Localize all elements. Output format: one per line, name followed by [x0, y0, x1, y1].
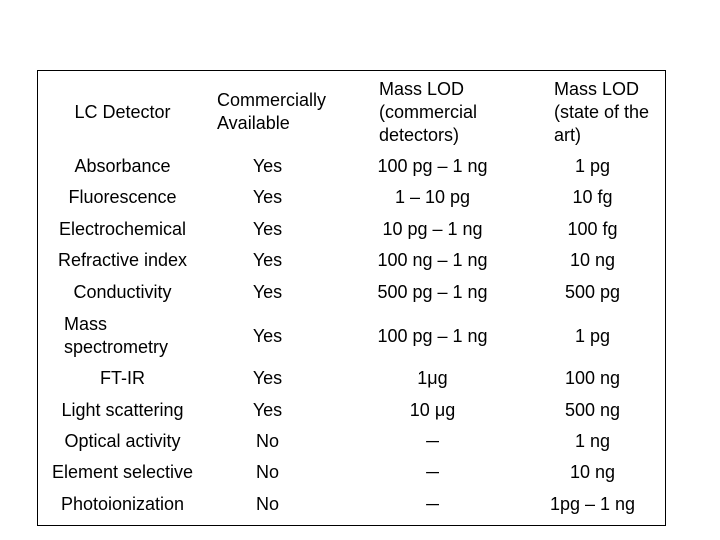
table-cell: Yes [252, 155, 283, 176]
table-cell: Yes [252, 399, 283, 420]
table-cell: Yes [252, 218, 283, 239]
row-label: Photoionization [60, 493, 185, 514]
row-label: Conductivity [73, 281, 172, 302]
table-cell: No [255, 493, 279, 514]
table-cell: 1μg [417, 367, 448, 388]
table-cell: 500 pg [564, 281, 621, 302]
table-cell: 1 ng [574, 430, 611, 451]
row-label: Fluorescence [68, 186, 177, 207]
table-cell: ─ [426, 493, 439, 514]
table-cell: 10 ng [569, 249, 616, 270]
column-header: Commercially Available [217, 90, 327, 133]
table-cell: No [255, 430, 279, 451]
row-label: Mass spectrometry [64, 314, 169, 357]
row-label: Optical activity [64, 430, 181, 451]
table-cell: 1 – 10 pg [394, 186, 471, 207]
table-cell: 100 ng – 1 ng [377, 249, 488, 270]
table-cell: 500 pg – 1 ng [377, 281, 488, 302]
table-cell: No [255, 461, 279, 482]
table-cell: Yes [252, 325, 283, 346]
table-cell: ─ [426, 461, 439, 482]
table-cell: Yes [252, 367, 283, 388]
table-cell: 10 pg – 1 ng [382, 218, 483, 239]
row-label: Absorbance [74, 155, 171, 176]
table-cell: 10 μg [409, 399, 456, 420]
row-label: FT-IR [100, 367, 145, 388]
column-header: Mass LOD (commercial detectors) [379, 78, 478, 145]
table-cell: Yes [252, 249, 283, 270]
table-cell: 500 ng [564, 399, 621, 420]
row-label: Element selective [51, 461, 194, 482]
table-cell: 1pg – 1 ng [549, 493, 636, 514]
column-header: Mass LOD (state of the art) [554, 78, 650, 145]
column-header: LC Detector [74, 101, 171, 122]
table-cell: 1 pg [574, 325, 611, 346]
table-cell: ─ [426, 430, 439, 451]
table-cell: 100 pg – 1 ng [377, 325, 488, 346]
table-cell: 10 ng [569, 461, 616, 482]
table-cell: 100 ng [564, 367, 621, 388]
table-border [37, 70, 666, 526]
table-cell: Yes [252, 186, 283, 207]
row-label: Electrochemical [58, 218, 187, 239]
table-cell: 10 fg [572, 186, 613, 207]
table-cell: Yes [252, 281, 283, 302]
table-cell: 1 pg [574, 155, 611, 176]
row-label: Refractive index [57, 249, 188, 270]
row-label: Light scattering [61, 399, 184, 420]
table-cell: 100 fg [567, 218, 618, 239]
table-cell: 100 pg – 1 ng [377, 155, 488, 176]
